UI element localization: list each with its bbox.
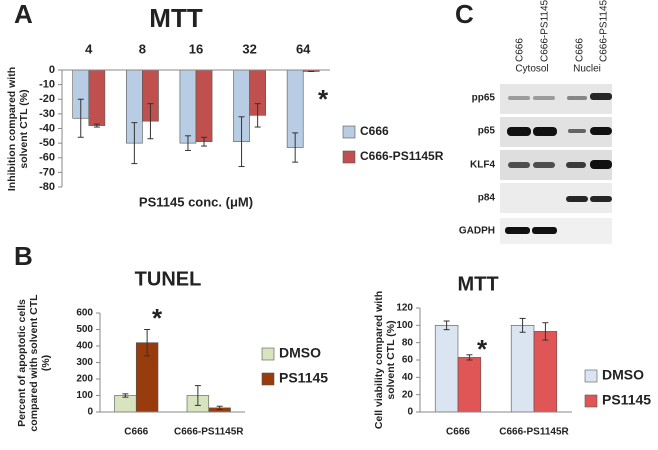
y-tick-label: 0 xyxy=(87,407,93,418)
error-bar xyxy=(443,320,450,331)
y-tick-label: 100 xyxy=(76,390,93,401)
error-bar xyxy=(93,123,100,128)
bar xyxy=(457,357,482,413)
panel-label: C xyxy=(455,0,474,29)
y-tick-label: 60 xyxy=(402,355,414,366)
chart-title: MTT xyxy=(149,3,203,33)
bar xyxy=(114,395,137,413)
bands xyxy=(505,93,612,234)
y-tick-label: 300 xyxy=(76,357,93,368)
y-tick-label: -40 xyxy=(39,122,55,134)
lane-label: C666 xyxy=(575,38,586,62)
error-bar xyxy=(144,329,151,357)
annotation: * xyxy=(477,334,488,364)
legend-label: PS1145 xyxy=(279,370,328,386)
error-bar xyxy=(147,103,154,140)
y-tick-label: 80 xyxy=(402,337,414,348)
lane-label: C666-PS1145R xyxy=(540,0,551,62)
chart-title: MTT xyxy=(457,273,498,295)
y-tick-label: 40 xyxy=(402,372,414,383)
y-tick-label: 500 xyxy=(76,324,93,335)
x-tick-label: C666-PS1145R xyxy=(499,427,569,438)
error-bar xyxy=(201,136,208,147)
error-bar xyxy=(131,122,138,165)
error-bar xyxy=(466,354,473,361)
x-tick-label: 64 xyxy=(296,41,311,56)
y-tick-label: -70 xyxy=(39,166,55,178)
x-tick-label: C666-PS1145R xyxy=(174,427,244,438)
x-tick-label: 32 xyxy=(242,41,256,56)
legend-swatch xyxy=(261,347,275,361)
lane-label: C666 xyxy=(515,38,526,62)
y-tick-label: 100 xyxy=(396,320,413,331)
error-bar xyxy=(542,322,549,341)
row-label: KLF4 xyxy=(470,160,495,171)
error-bar xyxy=(77,98,84,138)
group-label: Cytosol xyxy=(515,64,548,75)
legend-label: C666-PS1145R xyxy=(360,149,444,163)
row-label: GADPH xyxy=(459,226,495,237)
legend-label: DMSO xyxy=(279,345,321,361)
annotation: * xyxy=(318,84,329,114)
panel-label: B xyxy=(14,241,33,271)
y-tick-label: -60 xyxy=(39,152,55,164)
chart-title: TUNEL xyxy=(135,268,202,290)
row-label: p65 xyxy=(478,126,496,137)
legend-label: PS1145 xyxy=(602,392,651,408)
legend-swatch xyxy=(584,369,598,383)
legend-label: C666 xyxy=(360,124,389,138)
error-bar xyxy=(216,405,223,411)
x-axis-label: PS1145 conc. (μM) xyxy=(139,194,253,209)
y-tick-label: 120 xyxy=(396,303,413,314)
legend-swatch xyxy=(342,125,356,139)
y-tick-label: 20 xyxy=(402,389,414,400)
bar xyxy=(533,331,558,413)
panel-label: A xyxy=(14,0,33,29)
error-bar xyxy=(194,385,201,406)
y-tick-label: -80 xyxy=(39,181,55,193)
y-tick-label: 200 xyxy=(76,374,93,385)
legend-label: DMSO xyxy=(602,367,644,383)
error-bar xyxy=(292,132,299,163)
y-tick-label: -10 xyxy=(39,79,55,91)
error-bar xyxy=(238,116,245,168)
y-tick-label: -30 xyxy=(39,108,55,120)
y-tick-label: -20 xyxy=(39,93,55,105)
x-tick-label: 8 xyxy=(139,41,146,56)
legend-swatch xyxy=(261,372,275,386)
bar xyxy=(179,69,197,144)
y-tick-label: -50 xyxy=(39,137,55,149)
blot xyxy=(500,84,612,244)
annotation: * xyxy=(152,303,163,333)
y-tick-label: 400 xyxy=(76,341,93,352)
error-bar xyxy=(122,393,129,398)
bar xyxy=(434,325,459,413)
x-tick-label: C666 xyxy=(124,427,148,438)
y-axis-label: Inhibition compared with solvent CTL (%) xyxy=(6,66,30,191)
y-axis-label: Percent of apoptotic cells compared with… xyxy=(16,293,52,432)
bar xyxy=(195,69,213,142)
y-tick-label: 600 xyxy=(76,308,93,319)
error-bar xyxy=(254,103,261,128)
group-label: Nuclei xyxy=(573,64,601,75)
bar xyxy=(510,325,535,413)
x-tick-label: 16 xyxy=(189,41,203,56)
error-bar xyxy=(519,317,526,333)
y-tick-label: 0 xyxy=(407,407,413,418)
row-label: p84 xyxy=(478,193,496,204)
lane-label: C666-PS1145R xyxy=(599,0,610,62)
x-tick-label: 4 xyxy=(85,41,93,56)
bar xyxy=(88,69,106,126)
y-axis-label: Cell viability compared with solvent CTL… xyxy=(373,290,397,430)
y-tick-label: 0 xyxy=(49,64,55,76)
legend-swatch xyxy=(342,150,356,164)
x-tick-label: C666 xyxy=(446,427,470,438)
error-bar xyxy=(184,135,191,151)
legend-swatch xyxy=(584,394,598,408)
row-label: pp65 xyxy=(472,93,496,104)
